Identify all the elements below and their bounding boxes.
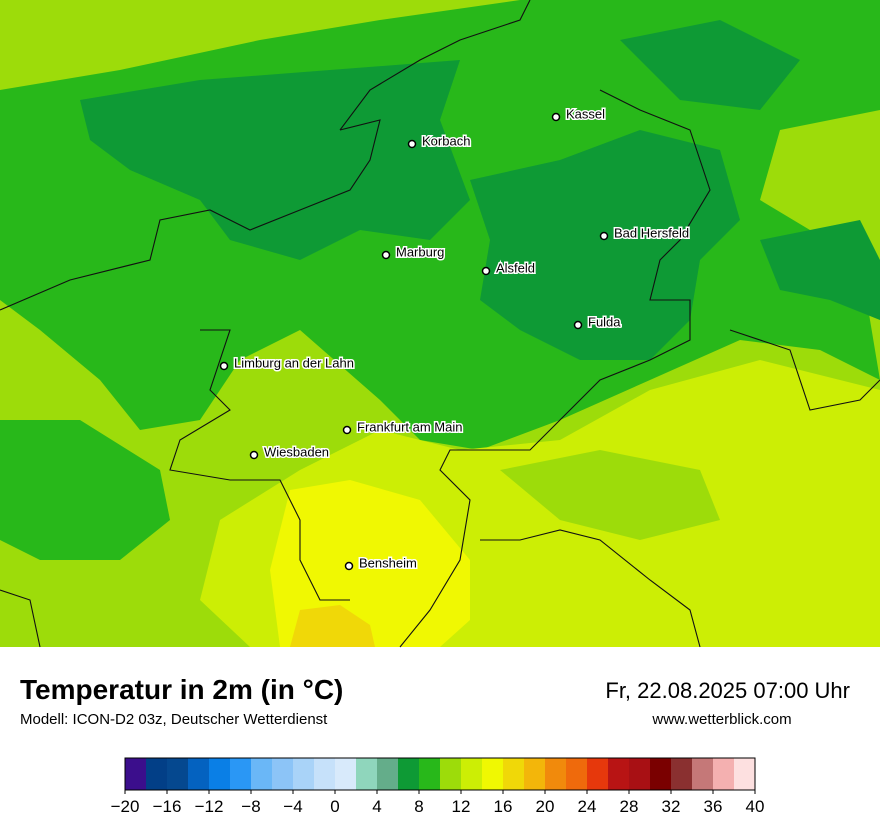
- city-dot: [551, 112, 561, 122]
- color-bin: [314, 758, 336, 790]
- color-bin: [587, 758, 609, 790]
- temp-zone: [0, 420, 170, 560]
- color-bin: [398, 758, 420, 790]
- color-bin: [671, 758, 693, 790]
- border: [169, 329, 350, 601]
- temp-zone: [290, 605, 375, 647]
- city-label: Fulda: [588, 314, 621, 329]
- color-bin: [713, 758, 735, 790]
- colorbar-tick-label: 36: [704, 797, 723, 816]
- map: [0, 0, 880, 648]
- color-bin: [566, 758, 588, 790]
- website: www.wetterblick.com: [651, 711, 791, 728]
- city-dot: [219, 361, 229, 371]
- city-label: Limburg an der Lahn: [234, 355, 354, 370]
- border: [0, 589, 41, 648]
- model-info: Modell: ICON-D2 03z, Deutscher Wetterdie…: [20, 711, 328, 728]
- map-title: Temperatur in 2m (in °C): [20, 674, 343, 705]
- color-bin: [734, 758, 756, 790]
- city-dot: [407, 139, 417, 149]
- city-dot: [249, 450, 259, 460]
- color-bin: [272, 758, 294, 790]
- forecast-time: Fr, 22.08.2025 07:00 Uhr: [605, 678, 850, 703]
- colorbar-tick-label: 8: [414, 797, 423, 816]
- color-bin: [293, 758, 315, 790]
- color-bin: [188, 758, 210, 790]
- color-bin: [461, 758, 483, 790]
- colorbar-tick-label: −4: [283, 797, 302, 816]
- city-label: Wiesbaden: [264, 444, 329, 459]
- color-bin: [629, 758, 651, 790]
- city-label: Bensheim: [359, 555, 417, 570]
- color-bin: [545, 758, 567, 790]
- city-label: Alsfeld: [496, 260, 535, 275]
- city-dot: [344, 561, 354, 571]
- color-bin: [524, 758, 546, 790]
- color-bin: [125, 758, 147, 790]
- colorbar-tick-label: 4: [372, 797, 381, 816]
- color-bin: [503, 758, 525, 790]
- border: [0, 119, 381, 311]
- color-bin: [419, 758, 441, 790]
- city-label: Marburg: [396, 244, 444, 259]
- colorbar-tick-label: 0: [330, 797, 339, 816]
- city-label: Frankfurt am Main: [357, 419, 462, 434]
- city-label: Kassel: [566, 106, 605, 121]
- colorbar-tick-label: −8: [241, 797, 260, 816]
- border: [729, 329, 880, 411]
- border: [399, 89, 711, 648]
- color-bin: [482, 758, 504, 790]
- temp-zone: [80, 60, 470, 260]
- color-bin: [167, 758, 189, 790]
- color-bin: [377, 758, 399, 790]
- color-bin: [692, 758, 714, 790]
- colorbar-tick-label: 12: [452, 797, 471, 816]
- color-bin: [356, 758, 378, 790]
- city-label: Korbach: [422, 133, 470, 148]
- color-bin: [335, 758, 357, 790]
- city-dot: [599, 231, 609, 241]
- colorbar-tick-label: −16: [153, 797, 182, 816]
- color-bin: [230, 758, 252, 790]
- city-dot: [381, 250, 391, 260]
- color-bin: [440, 758, 462, 790]
- city-dot: [481, 266, 491, 276]
- temp-zone: [620, 20, 800, 110]
- border: [480, 529, 701, 648]
- colorbar-tick-label: 24: [578, 797, 597, 816]
- temp-zone: [470, 130, 740, 360]
- colorbar-tick-label: 40: [746, 797, 765, 816]
- city-dot: [342, 425, 352, 435]
- color-bin: [146, 758, 168, 790]
- city-labels: Kassel Korbach Bad Hersfeld Marburg Alsfeld F…: [219, 105, 691, 572]
- city-dot: [573, 320, 583, 330]
- city-label: Bad Hersfeld: [614, 225, 689, 240]
- temp-zone: [500, 450, 720, 540]
- colorbar-tick-label: 20: [536, 797, 555, 816]
- colorbar-tick-label: −12: [195, 797, 224, 816]
- colorbar-tick-label: 28: [620, 797, 639, 816]
- color-bin: [608, 758, 630, 790]
- colorbar-frame: [124, 757, 756, 791]
- colorbar-tick-label: 16: [494, 797, 513, 816]
- temp-zone: [760, 220, 880, 320]
- color-bin: [209, 758, 231, 790]
- border: [339, 0, 531, 131]
- colorbar: −20 −16 −12 −8 −4 0 4 8 12 16 20 24 28 32 36 40: [111, 757, 765, 816]
- colorbar-tick-label: 32: [662, 797, 681, 816]
- color-bin: [251, 758, 273, 790]
- color-bin: [650, 758, 672, 790]
- colorbar-tick-label: −20: [111, 797, 140, 816]
- temp-zone: [270, 480, 470, 647]
